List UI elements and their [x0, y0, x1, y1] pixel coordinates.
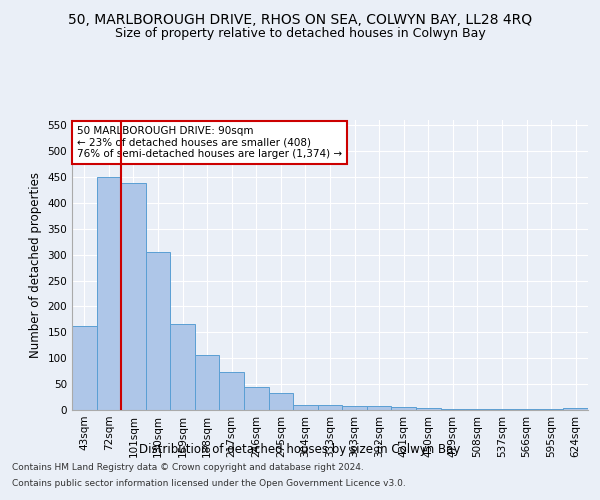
Bar — [293, 405, 318, 410]
Y-axis label: Number of detached properties: Number of detached properties — [29, 172, 42, 358]
Bar — [391, 408, 416, 410]
Bar — [416, 408, 440, 410]
Bar — [146, 252, 170, 410]
Bar — [195, 355, 220, 410]
Bar — [244, 387, 269, 410]
Text: Size of property relative to detached houses in Colwyn Bay: Size of property relative to detached ho… — [115, 28, 485, 40]
Bar — [465, 409, 490, 410]
Bar — [318, 405, 342, 410]
Bar — [490, 409, 514, 410]
Bar — [97, 177, 121, 410]
Text: Contains public sector information licensed under the Open Government Licence v3: Contains public sector information licen… — [12, 478, 406, 488]
Bar — [342, 406, 367, 410]
Bar — [367, 406, 391, 410]
Text: 50 MARLBOROUGH DRIVE: 90sqm
← 23% of detached houses are smaller (408)
76% of se: 50 MARLBOROUGH DRIVE: 90sqm ← 23% of det… — [77, 126, 342, 159]
Text: 50, MARLBOROUGH DRIVE, RHOS ON SEA, COLWYN BAY, LL28 4RQ: 50, MARLBOROUGH DRIVE, RHOS ON SEA, COLW… — [68, 12, 532, 26]
Text: Contains HM Land Registry data © Crown copyright and database right 2024.: Contains HM Land Registry data © Crown c… — [12, 464, 364, 472]
Text: Distribution of detached houses by size in Colwyn Bay: Distribution of detached houses by size … — [139, 442, 461, 456]
Bar — [72, 326, 97, 410]
Bar — [121, 183, 146, 410]
Bar — [220, 372, 244, 410]
Bar — [269, 394, 293, 410]
Bar — [440, 409, 465, 410]
Bar — [170, 324, 195, 410]
Bar — [563, 408, 588, 410]
